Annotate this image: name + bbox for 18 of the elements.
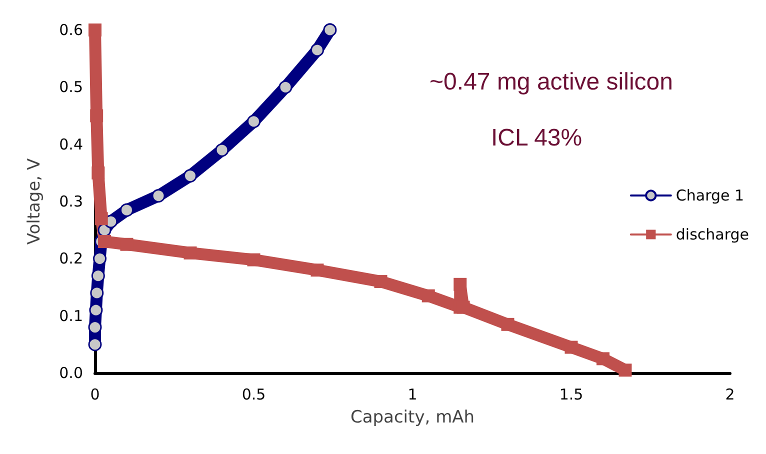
annotation: ICL 43% <box>490 124 582 152</box>
x-tick-label: 2 <box>725 386 735 404</box>
annotation: ~0.47 mg active silicon <box>430 68 674 96</box>
y-tick-label: 0.2 <box>59 250 83 268</box>
x-tick-label: 0.5 <box>242 386 266 404</box>
x-tick-label: 0 <box>90 386 100 404</box>
y-tick-label: 0.0 <box>59 364 83 382</box>
y-tick-label: 0.5 <box>59 78 83 96</box>
y-tick-label: 0.3 <box>59 192 83 210</box>
x-axis-title: Capacity, mAh <box>350 408 475 428</box>
x-tick-label: 1 <box>408 386 418 404</box>
y-tick-label: 0.6 <box>59 21 83 39</box>
y-axis-title: Voltage, V <box>24 158 44 245</box>
x-tick-label: 1.5 <box>559 386 584 404</box>
legend-label: Charge 1 <box>676 186 744 204</box>
y-tick-label: 0.4 <box>59 135 83 154</box>
y-tick-label: 0.1 <box>59 306 83 325</box>
legend-label: discharge <box>676 226 750 244</box>
